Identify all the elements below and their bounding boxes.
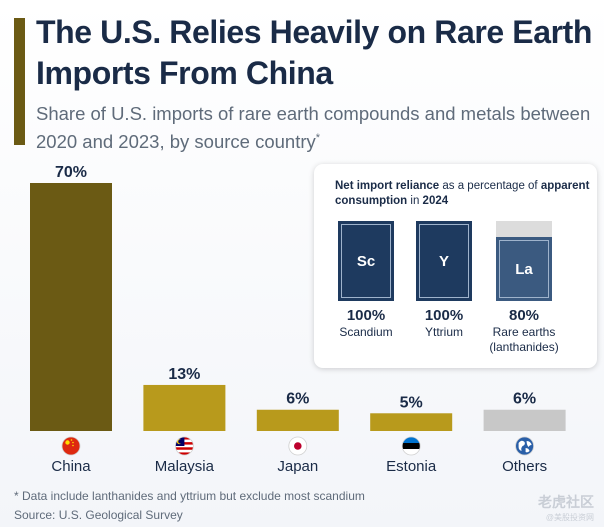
- category-label-malaysia: Malaysia: [155, 458, 215, 475]
- bar-estonia: [370, 413, 453, 431]
- chart-subtitle: Share of U.S. imports of rare earth comp…: [36, 101, 596, 154]
- estonia-flag-icon: [401, 436, 421, 456]
- data-label-estonia: 5%: [400, 394, 423, 411]
- bar-others: [483, 409, 566, 431]
- element-name-rare: Rare earths (lanthanides): [489, 325, 559, 354]
- chart-title: The U.S. Relies Heavily on Rare Earth Im…: [36, 14, 593, 91]
- bar-japan: [256, 409, 339, 431]
- japan-flag-icon: [288, 436, 308, 456]
- inset-title-text-2: in: [407, 195, 423, 207]
- globe-icon: [515, 436, 534, 456]
- element-symbol-rare: La: [515, 260, 533, 278]
- element-name-scandium: Scandium: [339, 325, 393, 339]
- watermark-main: 老虎社区: [538, 494, 594, 510]
- element-frame-scandium: Sc: [341, 224, 391, 298]
- china-flag-icon: [61, 436, 81, 456]
- element-fill-scandium: [338, 221, 394, 301]
- data-label-china: 70%: [55, 164, 87, 181]
- category-label-japan: Japan: [277, 458, 318, 475]
- source-note: Source: U.S. Geological Survey: [14, 508, 183, 522]
- inset-title-bold-1: Net import reliance: [335, 180, 440, 192]
- data-label-others: 6%: [513, 391, 536, 408]
- element-name-yttrium: Yttrium: [424, 325, 463, 339]
- category-label-estonia: Estonia: [386, 458, 437, 475]
- watermark: 老虎社区 @美股投资网: [538, 492, 594, 523]
- element-percent-scandium: 100%: [346, 307, 386, 324]
- element-percent-rare: 80%: [508, 307, 540, 324]
- inset-title-bold-2: apparent consumption: [335, 180, 590, 207]
- element-symbol-scandium: Sc: [356, 252, 376, 270]
- element-tile-yttrium: Y: [416, 221, 472, 301]
- title-accent-bar: [14, 18, 25, 145]
- element-fill-rare: [496, 237, 552, 301]
- data-label-japan: 6%: [286, 391, 309, 408]
- inset-title-bold-3: 2024: [422, 195, 449, 207]
- element-frame-rare: La: [499, 240, 549, 298]
- category-label-others: Others: [502, 458, 547, 475]
- bar-china: [30, 183, 112, 431]
- element-tile-rare: La: [496, 221, 552, 301]
- subtitle-footnote-mark: *: [315, 132, 321, 144]
- category-label-china: China: [51, 458, 91, 475]
- inset-title-text-1: as a percentage of: [439, 180, 541, 192]
- element-percent-yttrium: 100%: [424, 307, 464, 324]
- net-import-reliance-panel: Net import reliance as a percentage of a…: [314, 164, 597, 368]
- footnote: * Data include lanthanides and yttrium b…: [14, 489, 365, 503]
- element-tile-scandium: Sc: [338, 221, 394, 301]
- subtitle-text: Share of U.S. imports of rare earth comp…: [36, 103, 591, 153]
- element-symbol-yttrium: Y: [438, 252, 449, 270]
- element-frame-yttrium: Y: [419, 224, 469, 298]
- malaysia-flag-icon: [174, 436, 194, 456]
- watermark-sub: @美股投资网: [545, 513, 594, 522]
- data-label-malaysia: 13%: [168, 366, 200, 383]
- bar-malaysia: [143, 384, 226, 431]
- inset-title: Net import reliance as a percentage of a…: [335, 179, 590, 209]
- element-fill-yttrium: [416, 221, 472, 301]
